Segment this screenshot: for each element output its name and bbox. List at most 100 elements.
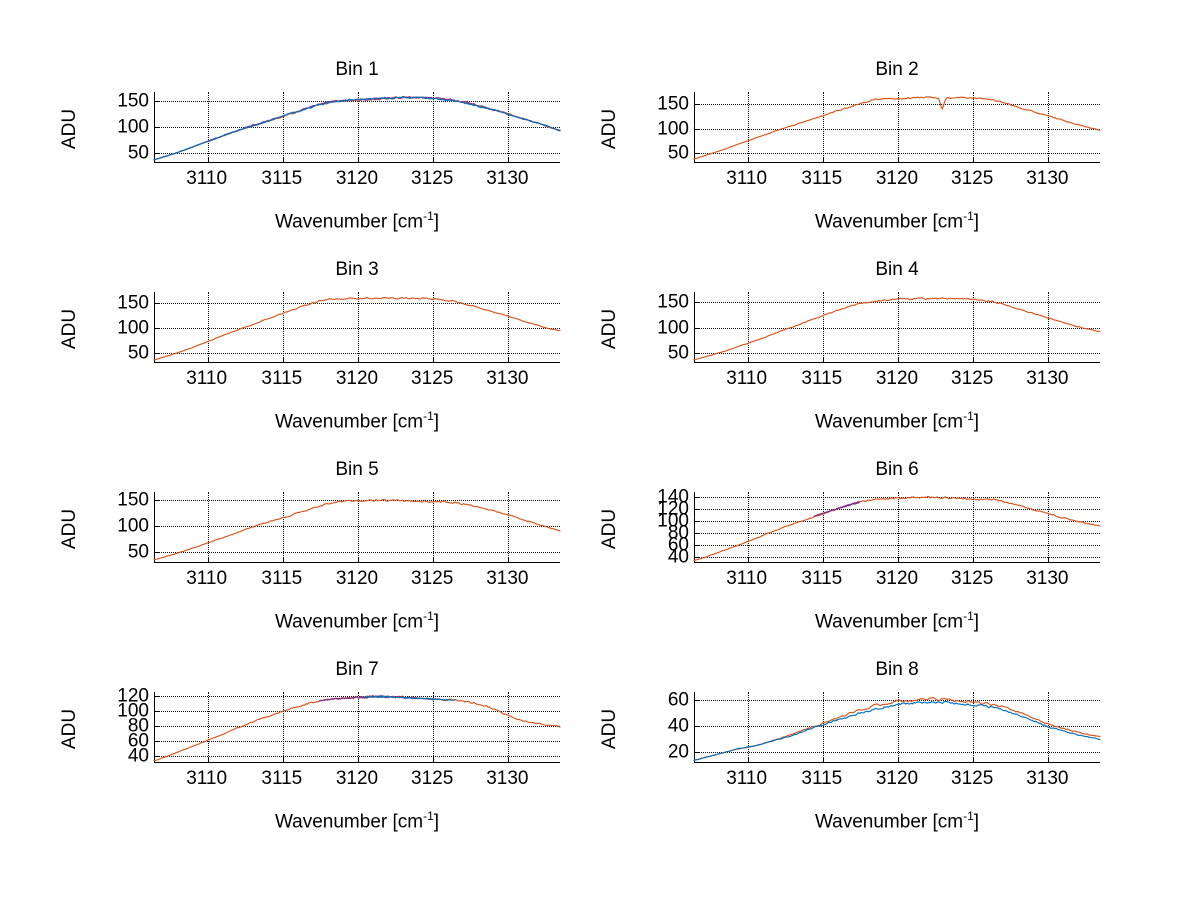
- tick-label-y: 100: [117, 116, 149, 138]
- gridline-horizontal: [695, 352, 1100, 354]
- tick-label-y: 100: [657, 317, 689, 338]
- gridline-horizontal: [155, 152, 560, 154]
- tick-label-y: 50: [667, 342, 689, 364]
- gridline-vertical: [747, 292, 749, 362]
- tick-y: [155, 499, 160, 501]
- gridline-vertical: [898, 92, 899, 162]
- tick-x: [282, 557, 284, 562]
- tick-y: [155, 551, 160, 553]
- tick-x: [1048, 157, 1050, 162]
- gridline-vertical: [358, 292, 359, 362]
- gridline-horizontal: [695, 153, 1100, 155]
- tick-label-x: 3120: [875, 168, 919, 189]
- tick-x: [433, 757, 435, 762]
- gridline-horizontal: [695, 556, 1100, 558]
- tick-label-y: 100: [657, 118, 689, 140]
- subplot-title: Bin 3: [335, 259, 379, 280]
- subplot-title: Bin 1: [335, 59, 379, 80]
- series-trace-a: [153, 695, 561, 762]
- tick-x: [508, 157, 510, 162]
- axis-label-y: ADU: [59, 308, 80, 349]
- subplot-title: Bin 4: [875, 259, 919, 280]
- tick-label-x: 3130: [1026, 168, 1069, 189]
- tick-x: [822, 357, 824, 362]
- tick-label-x: 3130: [486, 368, 529, 389]
- tick-label-y: 100: [117, 317, 149, 339]
- tick-label-x: 3120: [875, 568, 919, 589]
- tick-label-y: 50: [127, 142, 149, 164]
- gridline-vertical: [207, 292, 209, 362]
- tick-label-y: 120: [657, 498, 689, 520]
- gridline-vertical: [282, 492, 284, 562]
- tick-label-y: 20: [667, 741, 689, 763]
- tick-label-x: 3115: [261, 168, 303, 189]
- tick-label-y: 50: [127, 342, 149, 364]
- tick-label-y: 150: [117, 90, 149, 112]
- axis-label-x-prefix: Wavenumber [cm: [814, 611, 964, 633]
- tick-label-y: 80: [127, 715, 149, 737]
- subplot-bin-8: Bin 8 20 40 60 3110 3115 3120 3125 3130 ADU Wavenu…: [599, 658, 1140, 839]
- tick-y: [155, 726, 160, 728]
- gridline-horizontal: [155, 551, 560, 553]
- tick-label-x: 3130: [1026, 568, 1069, 589]
- axis-label-x-suffix: ]: [433, 411, 440, 433]
- axis-label-x-superscript: -1: [423, 409, 434, 423]
- axis-label-x-suffix: ]: [433, 811, 440, 833]
- tick-label-x: 3120: [335, 168, 379, 189]
- tick-y: [155, 740, 160, 742]
- gridline-vertical: [207, 692, 209, 762]
- axes-frame: [154, 292, 560, 363]
- axis-label-x-superscript: -1: [963, 209, 974, 223]
- tick-x: [747, 157, 749, 162]
- data-curves: [153, 498, 561, 561]
- subplot-title: Bin 7: [335, 659, 379, 680]
- series-trace-a: [153, 498, 561, 561]
- axis-label-x-superscript: -1: [423, 809, 434, 823]
- tick-y: [695, 128, 700, 130]
- tick-label-y: 40: [667, 715, 689, 737]
- tick-y: [155, 328, 160, 329]
- axis-label-x: Wavenumber [cm-1]: [694, 209, 1100, 233]
- gridline-vertical: [1048, 92, 1050, 162]
- gridline-vertical: [822, 492, 824, 562]
- tick-label-y: 100: [117, 515, 149, 537]
- tick-x: [358, 757, 359, 762]
- axis-label-x-suffix: ]: [973, 611, 980, 633]
- tick-label-x: 3115: [801, 568, 843, 589]
- gridline-vertical: [358, 692, 359, 762]
- tick-label-x: 3115: [261, 568, 303, 589]
- axes-frame: [154, 492, 560, 563]
- series-trace-b: [153, 95, 561, 161]
- tick-x: [433, 557, 435, 562]
- tick-label-x: 3125: [411, 168, 454, 189]
- gridline-vertical: [433, 492, 435, 562]
- axes-frame: [694, 292, 1100, 363]
- tick-x: [282, 757, 284, 762]
- plot-axes: 40 60 80 100 120 3110 3115 3120 3125 3130: [117, 687, 561, 788]
- gridline-vertical: [207, 492, 209, 562]
- data-curves: [153, 95, 561, 161]
- tick-y: [155, 303, 160, 304]
- gridline-vertical: [973, 92, 975, 162]
- axis-label-x-superscript: -1: [963, 809, 974, 823]
- axis-label-x-suffix: ]: [433, 611, 440, 633]
- axis-label-x: Wavenumber [cm-1]: [154, 209, 560, 233]
- gridline-horizontal: [155, 303, 560, 304]
- tick-y: [155, 696, 160, 698]
- tick-x: [1048, 757, 1050, 762]
- gridline-horizontal: [695, 544, 1100, 546]
- subplot-bin-2: Bin 2 50 100 150 3110 3115 3120 3125 3130 ADU Wave…: [599, 58, 1140, 239]
- tick-label-x: 3110: [186, 568, 228, 589]
- tick-y: [155, 525, 160, 527]
- gridline-vertical: [898, 692, 899, 762]
- gridline-vertical: [747, 692, 749, 762]
- gridline-horizontal: [155, 740, 560, 742]
- tick-x: [822, 757, 824, 762]
- axis-label-y: ADU: [599, 708, 620, 749]
- tick-x: [973, 757, 975, 762]
- axis-label-x-superscript: -1: [423, 609, 434, 623]
- tick-y: [155, 353, 160, 354]
- tick-label-x: 3110: [726, 568, 768, 589]
- tick-y: [695, 508, 700, 510]
